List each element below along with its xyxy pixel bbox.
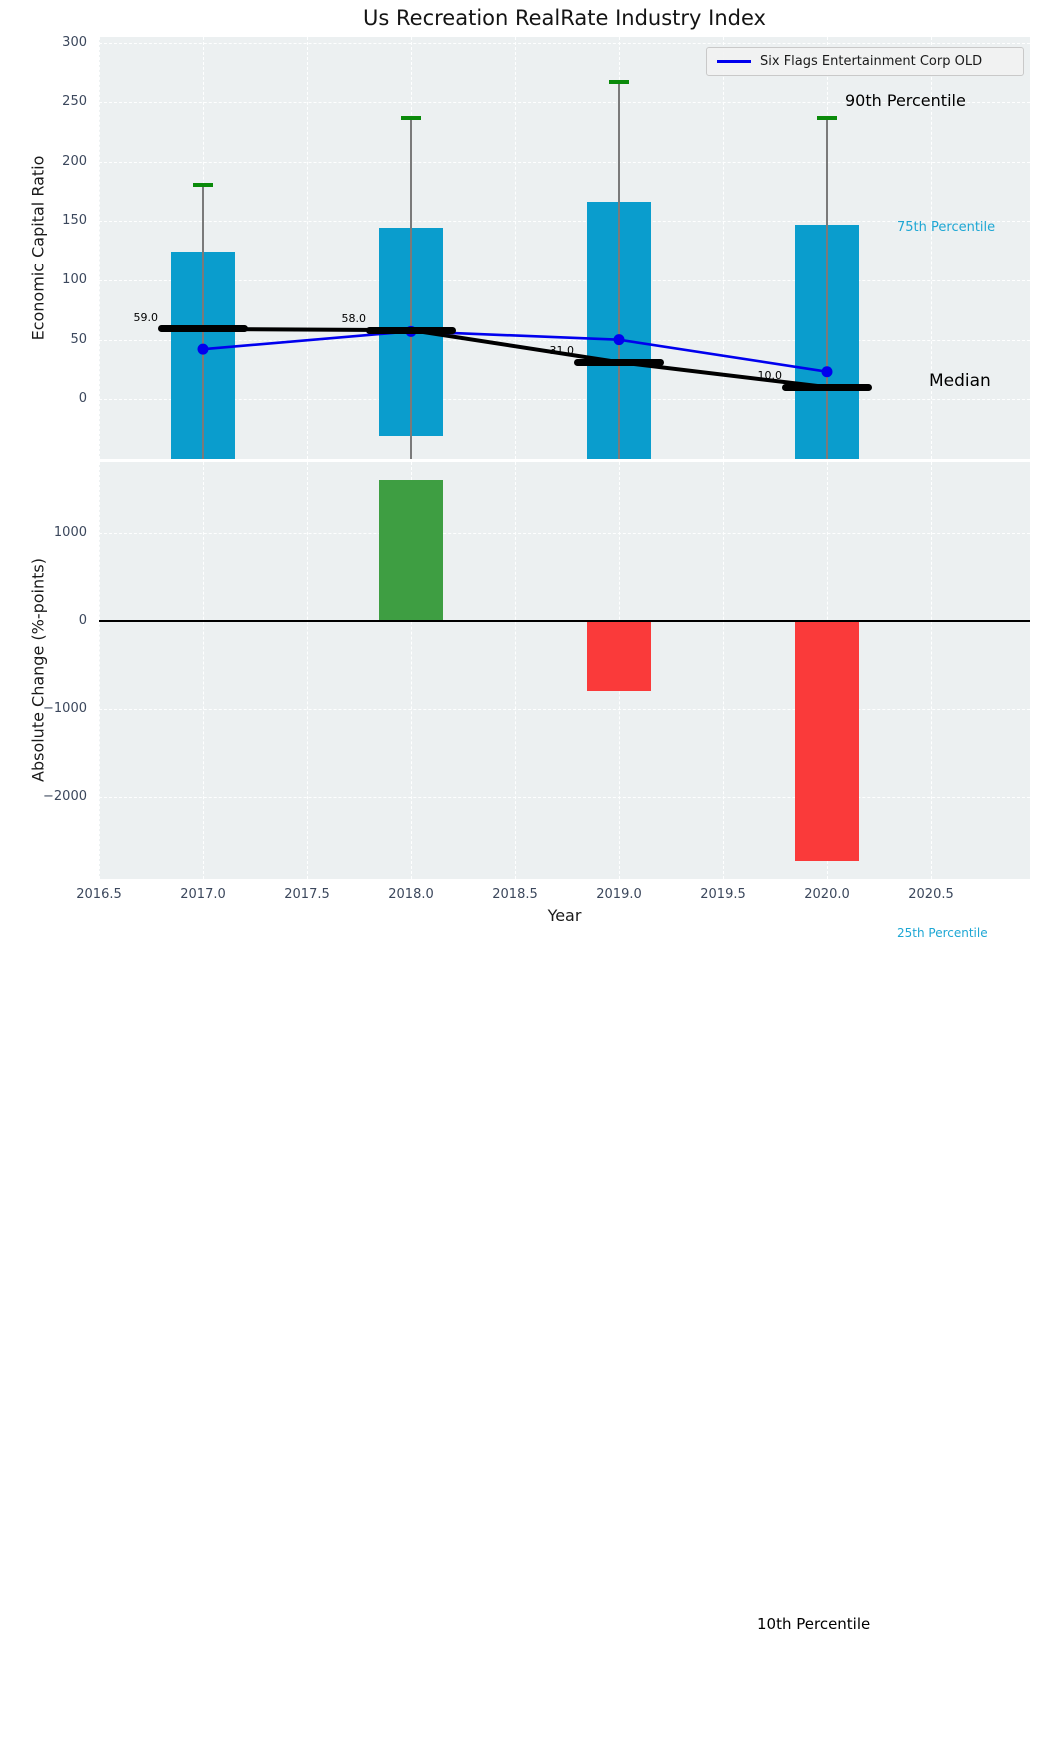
vertical-gridline (411, 462, 412, 879)
y-tick-label-bottom: −2000 (43, 789, 87, 804)
whisker-line (202, 185, 204, 459)
vertical-gridline (515, 462, 516, 879)
y-tick-label-top: 50 (70, 331, 87, 347)
y-tick-label-bottom: 0 (78, 613, 87, 628)
vertical-gridline (307, 462, 308, 879)
horizontal-gridline (99, 797, 1030, 798)
y-tick-label-top: 100 (62, 272, 87, 288)
vertical-gridline (203, 462, 204, 879)
change-bar (379, 480, 443, 621)
vertical-gridline (931, 37, 932, 459)
median-annotation: 58.0 (341, 312, 367, 326)
x-tick-label: 2018.0 (388, 887, 434, 902)
median-annotation: 31.0 (549, 344, 575, 358)
label-90th-percentile: 90th Percentile (845, 91, 966, 110)
horizontal-gridline (99, 399, 1030, 400)
horizontal-gridline (99, 280, 1030, 282)
legend-line-sample (717, 60, 751, 63)
vertical-gridline (723, 37, 724, 459)
change-bar (795, 621, 859, 862)
legend: Six Flags Entertainment Corp OLD (706, 47, 1024, 76)
horizontal-gridline (99, 161, 1030, 163)
whisker-line (410, 117, 412, 459)
x-tick-label: 2020.0 (804, 887, 850, 902)
chart-title: Us Recreation RealRate Industry Index (363, 6, 766, 30)
zero-line (99, 620, 1030, 622)
median-dash (366, 326, 456, 334)
x-tick-label: 2016.5 (76, 887, 122, 902)
bottom-plot-area (99, 462, 1030, 879)
vertical-gridline (307, 37, 308, 459)
horizontal-gridline (99, 220, 1030, 222)
y-axis-label-bottom: Absolute Change (%-points) (28, 558, 48, 782)
x-tick-label: 2017.0 (180, 887, 226, 902)
x-tick-label: 2019.0 (596, 887, 642, 902)
median-annotation: 10.0 (757, 369, 783, 383)
label-25th-percentile: 25th Percentile (897, 926, 988, 940)
y-axis-label-top: Economic Capital Ratio (28, 155, 48, 341)
vertical-gridline (99, 37, 100, 459)
y-tick-label-bottom: 1000 (53, 525, 87, 540)
median-dash (574, 358, 664, 366)
vertical-gridline (723, 462, 724, 879)
y-tick-label-top: 200 (62, 153, 87, 169)
horizontal-gridline (99, 533, 1030, 534)
horizontal-gridline (99, 102, 1030, 104)
change-bar (587, 621, 651, 692)
label-10th-percentile: 10th Percentile (757, 1615, 871, 1633)
x-tick-label: 2018.5 (492, 887, 538, 902)
y-tick-label-top: 250 (62, 94, 87, 110)
median-annotation: 59.0 (133, 310, 159, 324)
horizontal-gridline (99, 42, 1030, 44)
whisker-cap-90th (609, 80, 629, 85)
y-tick-label-top: 300 (62, 34, 87, 50)
whisker-line (826, 117, 828, 459)
horizontal-gridline (99, 709, 1030, 710)
median-dash (782, 383, 872, 391)
x-tick-label: 2020.5 (908, 887, 954, 902)
y-tick-label-top: 0 (78, 391, 87, 406)
label-median: Median (929, 371, 991, 391)
vertical-gridline (99, 462, 100, 879)
whisker-cap-90th (817, 115, 837, 120)
whisker-cap-90th (401, 115, 421, 120)
median-dash (158, 325, 248, 333)
x-tick-label: 2019.5 (700, 887, 746, 902)
whisker-line (618, 82, 620, 459)
vertical-gridline (515, 37, 516, 459)
x-tick-label: 2017.5 (284, 887, 330, 902)
y-tick-label-top: 150 (62, 212, 87, 228)
whisker-cap-90th (193, 183, 213, 188)
x-axis-label: Year (547, 906, 582, 925)
vertical-gridline (931, 462, 932, 879)
legend-label: Six Flags Entertainment Corp OLD (760, 54, 983, 69)
y-tick-label-bottom: −1000 (43, 701, 87, 716)
label-75th-percentile: 75th Percentile (897, 220, 996, 235)
horizontal-gridline (99, 339, 1030, 341)
